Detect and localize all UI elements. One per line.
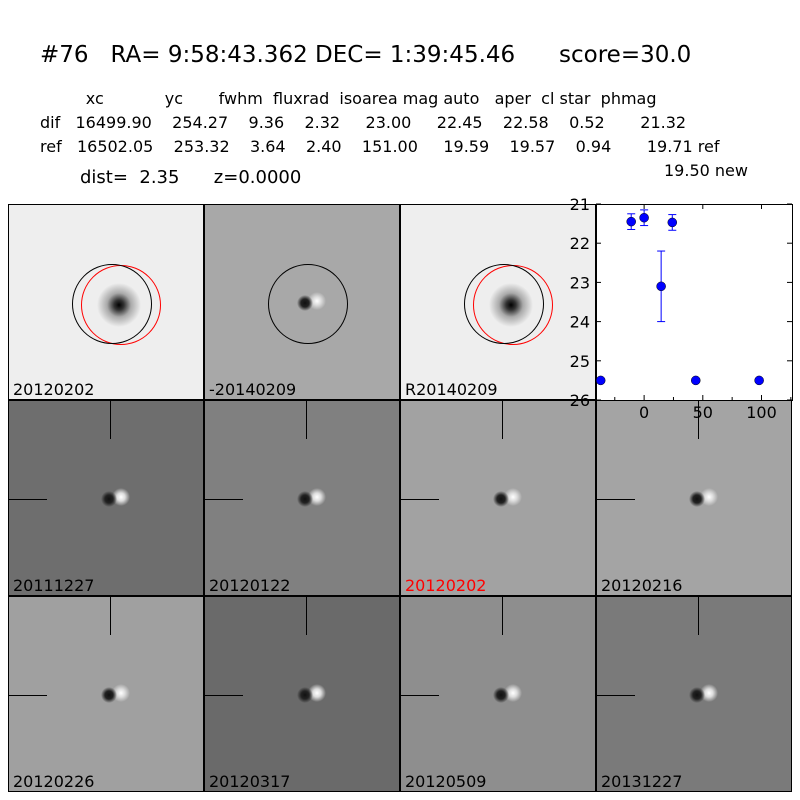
- stamp-date-label: 20120226: [13, 772, 95, 791]
- crosshair-vertical: [698, 597, 699, 635]
- crosshair-vertical: [110, 401, 111, 439]
- data-point: [639, 212, 649, 223]
- crosshair-vertical: [698, 401, 699, 439]
- image-stamp: R20140209: [400, 204, 596, 400]
- crosshair-vertical: [110, 597, 111, 635]
- crosshair-horizontal: [597, 499, 635, 500]
- crosshair-vertical: [502, 597, 503, 635]
- data-point: [754, 375, 764, 386]
- data-point: [626, 216, 636, 227]
- crosshair-horizontal: [9, 695, 47, 696]
- stamp-date-label: 20131227: [601, 772, 683, 791]
- data-point: [667, 217, 678, 228]
- stamp-date-label: 20120202: [405, 576, 487, 595]
- ref-row: ref 16502.05 253.32 3.64 2.40 151.00 19.…: [40, 137, 720, 156]
- data-point: [656, 281, 666, 292]
- stamp-date-label: R20140209: [405, 380, 498, 399]
- light-curve-plot: 21 22 23 24 25 26 0 50 100: [570, 195, 793, 422]
- crosshair-vertical: [306, 401, 307, 439]
- y-tick-label: 23: [570, 273, 590, 292]
- image-stamp: 20120509: [400, 596, 596, 792]
- stamp-date-label: 20120216: [601, 576, 683, 595]
- crosshair-vertical: [306, 597, 307, 635]
- plot-frame: [596, 204, 793, 401]
- data-point: [691, 375, 701, 386]
- image-stamp: -20140209: [204, 204, 400, 400]
- stamp-date-label: 20111227: [13, 576, 95, 595]
- stamp-date-label: 20120202: [13, 380, 95, 399]
- new-mag: 19.50 new: [664, 161, 748, 180]
- stamp-date-label: 20120317: [209, 772, 291, 791]
- table-header: xc yc fwhm fluxrad isoarea mag auto aper…: [40, 89, 657, 108]
- data-point: [595, 375, 606, 386]
- crosshair-horizontal: [597, 695, 635, 696]
- crosshair-horizontal: [9, 499, 47, 500]
- image-stamp: 20111227: [8, 400, 204, 596]
- crosshair-horizontal: [401, 695, 439, 696]
- image-stamp: 20120202: [400, 400, 596, 596]
- image-stamp: 20120202: [8, 204, 204, 400]
- candidate-title: #76 RA= 9:58:43.362 DEC= 1:39:45.46 scor…: [40, 42, 692, 68]
- y-tick-label: 21: [570, 195, 590, 214]
- aperture-circle: [464, 264, 544, 344]
- stamp-date-label: 20120509: [405, 772, 487, 791]
- aperture-circle: [268, 264, 348, 344]
- dif-row: dif 16499.90 254.27 9.36 2.32 23.00 22.4…: [40, 113, 687, 132]
- image-stamp: 20120226: [8, 596, 204, 792]
- x-tick-label: 100: [746, 403, 777, 422]
- image-stamp: 20120317: [204, 596, 400, 792]
- image-stamp: 20131227: [596, 596, 792, 792]
- y-tick-label: 24: [570, 313, 590, 332]
- crosshair-vertical: [502, 401, 503, 439]
- dist-z: dist= 2.35 z=0.0000: [80, 167, 302, 188]
- y-tick-label: 22: [570, 234, 590, 253]
- x-tick-label: 50: [693, 403, 713, 422]
- stamp-date-label: -20140209: [209, 380, 297, 399]
- aperture-circle: [72, 264, 152, 344]
- crosshair-horizontal: [205, 695, 243, 696]
- image-stamp: 20120216: [596, 400, 792, 596]
- stamp-date-label: 20120122: [209, 576, 291, 595]
- crosshair-horizontal: [205, 499, 243, 500]
- crosshair-horizontal: [401, 499, 439, 500]
- y-tick-label: 25: [570, 352, 590, 371]
- y-tick-label: 26: [570, 391, 590, 410]
- image-stamp: 20120122: [204, 400, 400, 596]
- x-tick-label: 0: [639, 403, 649, 422]
